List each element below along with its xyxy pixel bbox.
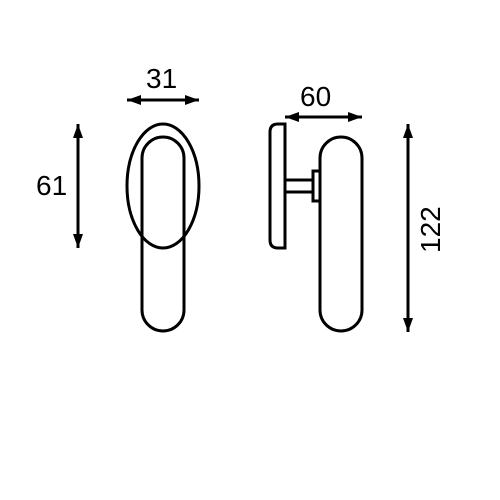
dimension-label: 31 (146, 63, 177, 94)
dimension-label: 61 (36, 170, 67, 201)
dimension-label: 60 (300, 81, 331, 112)
side-handle (320, 137, 362, 331)
front-handle (142, 137, 184, 331)
dimension-label: 122 (415, 206, 446, 253)
side-plate (270, 124, 285, 248)
front-rosette (127, 124, 199, 248)
side-stem (285, 180, 313, 192)
